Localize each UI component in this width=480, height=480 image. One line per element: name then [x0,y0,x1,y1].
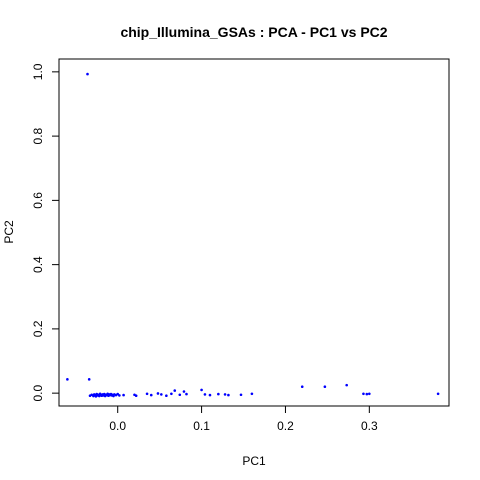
data-point [122,393,125,397]
data-point [145,392,149,396]
x-tick-label: 0.1 [193,419,210,433]
data-points [66,72,440,398]
plot-frame [58,58,450,407]
data-point [156,392,160,395]
data-point [203,393,207,396]
data-point [87,378,91,381]
data-point [178,393,182,397]
chart-title: chip_Illumina_GSAs : PCA - PC1 vs PC2 [120,24,387,40]
data-point [149,393,153,397]
data-point [86,72,89,76]
data-point [362,392,365,396]
data-point [368,392,371,396]
data-point [182,390,186,393]
data-point [227,393,230,397]
data-point [250,392,254,396]
y-tick-label: 0.6 [31,192,45,209]
x-axis: 0.0 0.1 0.2 0.3 [109,405,378,433]
data-point [436,392,440,396]
data-point [365,392,369,396]
data-point [170,392,173,396]
y-tick-label: 0.2 [31,320,45,337]
data-point [173,389,177,392]
data-point [323,385,327,389]
data-point [217,392,220,396]
x-axis-label: PC1 [242,454,266,468]
y-axis-label: PC2 [2,220,16,244]
data-point [239,393,243,397]
data-point [165,394,168,398]
data-point [345,383,348,387]
x-tick-label: 0.3 [361,419,378,433]
y-tick-label: 1.0 [31,63,45,80]
y-axis: 0.0 0.2 0.4 0.6 0.8 1.0 [31,63,60,401]
x-tick-label: 0.0 [109,419,126,433]
y-tick-label: 0.4 [31,256,45,273]
data-point [300,385,304,389]
data-point [66,378,69,381]
y-tick-label: 0.8 [31,127,45,144]
data-point [134,394,138,398]
data-point [223,393,227,396]
y-tick-label: 0.0 [31,384,45,401]
data-point [185,392,188,396]
data-point [160,393,163,396]
data-point [200,388,203,392]
x-tick-label: 0.2 [277,419,294,433]
data-point [118,394,121,397]
data-point [208,393,212,397]
